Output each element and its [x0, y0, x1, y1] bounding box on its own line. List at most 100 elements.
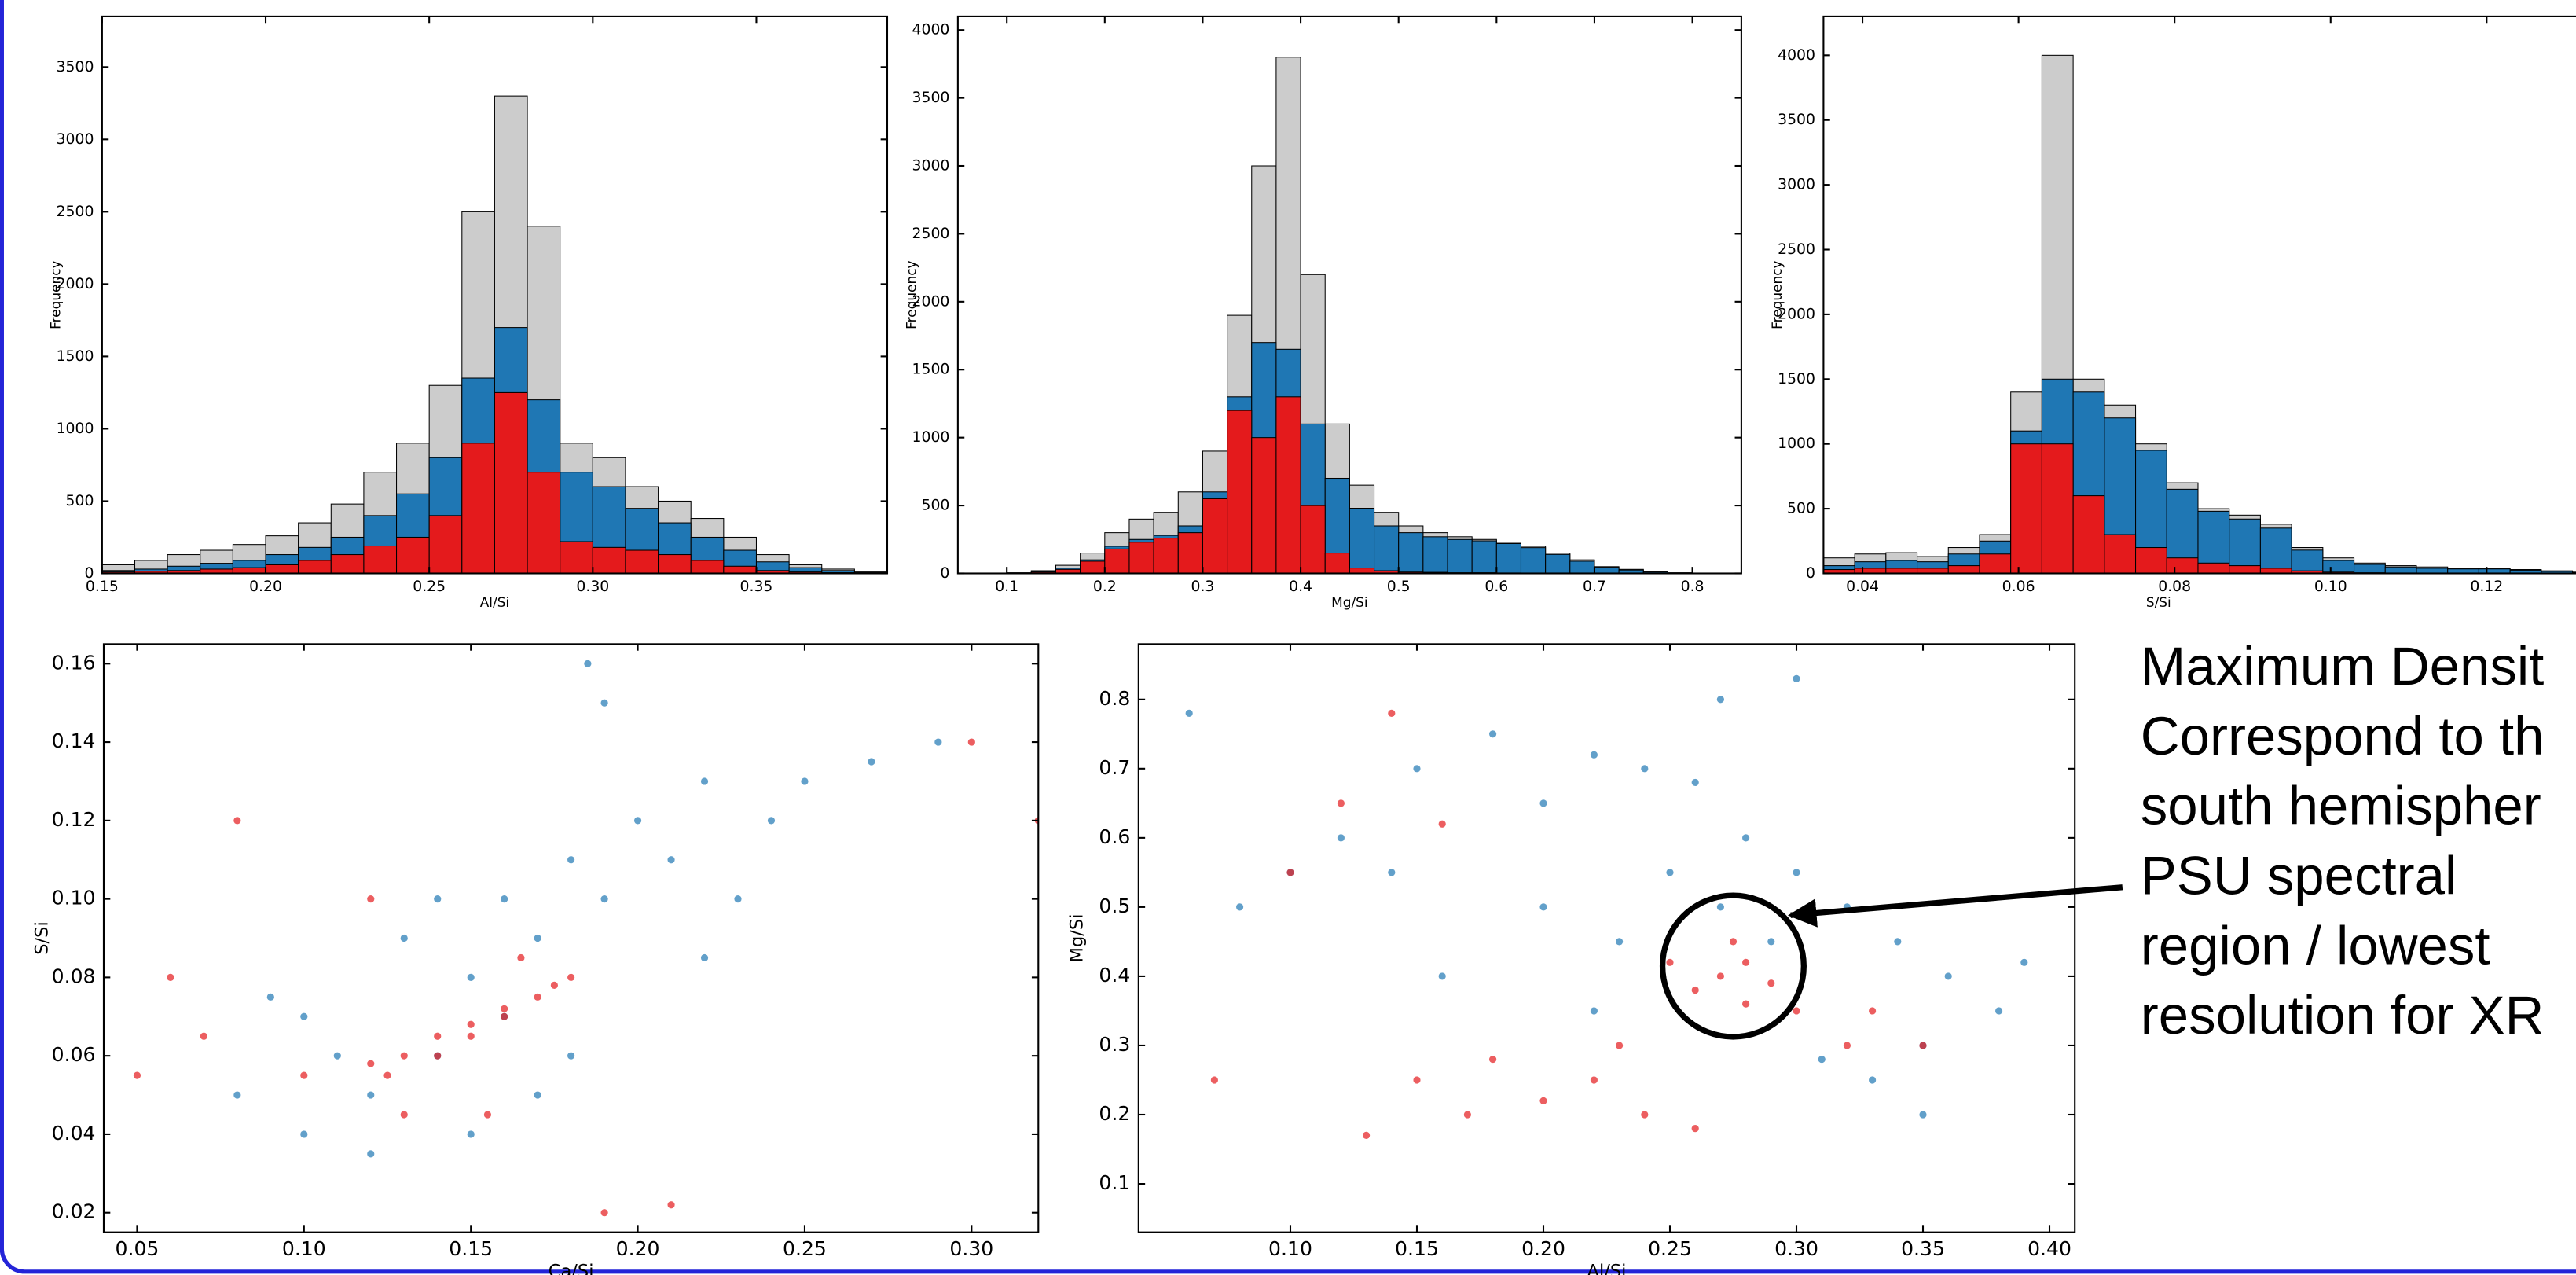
scatter-point [233, 817, 241, 825]
scatter-point [2020, 958, 2028, 966]
y-tick-label: 0.7 [1099, 756, 1130, 779]
annotation-text: region / lowest [2141, 915, 2490, 976]
scatter-point [1362, 1131, 1371, 1140]
plot-frame [102, 643, 1040, 1233]
plot-area [1185, 674, 2028, 1140]
scatter-point [1590, 1076, 1598, 1084]
scatter-point [400, 1111, 408, 1119]
x-axis-label: S/Si [2146, 594, 2171, 610]
x-tick-label: 0.06 [2002, 579, 2035, 595]
y-tick-label: 2500 [912, 226, 950, 242]
scatter-point [400, 934, 408, 942]
scatter-point [1337, 799, 1345, 807]
scatter-point [467, 973, 475, 981]
histogram-bar [1104, 548, 1130, 574]
histogram-bar [1374, 525, 1400, 574]
y-tick-label: 0.16 [52, 651, 96, 674]
plot-frame [1822, 15, 2576, 575]
y-tick-label: 3500 [912, 90, 950, 106]
histogram-bar [1594, 567, 1620, 574]
scatter-point [400, 1052, 408, 1060]
scatter-point [1894, 938, 1902, 946]
scatter-point [1995, 1007, 2003, 1015]
y-tick-label: 0.6 [1099, 825, 1130, 848]
scatter-point [501, 1005, 508, 1012]
annotation-arrow [1787, 884, 2123, 928]
x-tick-label: 0.04 [1846, 579, 1879, 595]
y-tick-label: 1500 [1778, 371, 1815, 388]
x-tick-label: 0.2 [1093, 579, 1117, 595]
chart-panel: 0.04 0.06 0.08 0.10 0.12 0 500 1000 1500 2000 2500… [1769, 15, 2576, 610]
scatter-point [1818, 1055, 1826, 1064]
scatter-point [700, 953, 709, 962]
y-axis-label: Mg/Si [1067, 914, 1088, 963]
scatter-point [1742, 958, 1750, 966]
x-tick-label: 0.35 [1901, 1237, 1945, 1260]
scatter-point [1742, 834, 1750, 842]
scatter-point [1767, 979, 1775, 987]
x-tick-label: 0.05 [116, 1237, 160, 1260]
x-tick-label: 0.20 [249, 579, 282, 595]
histogram-bar [1153, 538, 1179, 574]
scatter-point [767, 817, 776, 825]
scatter-point [1641, 1111, 1649, 1119]
y-tick-label: 2500 [1778, 241, 1815, 258]
scatter-point [467, 1130, 475, 1138]
scatter-point [534, 993, 541, 1001]
scatter-point [1793, 674, 1800, 682]
scatter-point [1869, 1076, 1877, 1084]
scatter-point [1729, 938, 1738, 946]
y-tick-label: 0.02 [52, 1200, 96, 1223]
y-tick-label: 0.1 [1099, 1171, 1130, 1194]
scatter-point [1691, 986, 1699, 994]
y-tick-label: 0.8 [1099, 687, 1130, 710]
histogram-bar [2041, 443, 2074, 574]
y-axis-label: Frequency [904, 260, 919, 329]
y-tick-label: 0.04 [52, 1122, 96, 1145]
y-tick-label: 0 [84, 565, 94, 582]
histogram-bar [2135, 547, 2167, 574]
histogram-bar [2384, 566, 2417, 574]
scatter-point [517, 953, 525, 962]
y-tick-label: 1000 [1778, 435, 1815, 452]
x-tick-label: 0.15 [449, 1237, 493, 1260]
x-tick-label: 0.25 [1648, 1237, 1692, 1260]
x-tick-label: 0.25 [783, 1237, 827, 1260]
y-tick-label: 3000 [912, 158, 950, 175]
x-tick-label: 0.08 [2158, 579, 2191, 595]
histogram-bar [1569, 560, 1595, 574]
y-tick-label: 0.06 [52, 1043, 96, 1066]
y-tick-label: 4000 [912, 22, 950, 39]
x-tick-label: 0.6 [1484, 579, 1508, 595]
x-tick-label: 0.10 [2314, 579, 2347, 595]
scatter-point [584, 660, 592, 667]
x-tick-label: 0.30 [1774, 1237, 1818, 1260]
histogram-bar [298, 560, 332, 574]
y-axis-label: Frequency [1769, 260, 1785, 329]
scatter-point [1438, 972, 1446, 980]
chart-panel: 0.1 0.2 0.3 0.4 0.5 0.6 0.7 0.8 0 500 1000 1500 2000… [904, 15, 1742, 610]
scatter-point [567, 1052, 575, 1060]
y-tick-label: 2000 [1778, 306, 1815, 322]
scatter-point [467, 1020, 475, 1028]
y-tick-label: 500 [922, 498, 950, 514]
scatter-point [600, 699, 608, 707]
scatter-point [1286, 869, 1294, 876]
y-tick-label: 0.08 [52, 965, 96, 987]
scatter-point [434, 1052, 442, 1060]
scatter-point [567, 856, 575, 864]
annotation-text: Maximum Densit [2141, 636, 2545, 696]
scatter-point [801, 777, 809, 785]
scatter-point [1919, 1111, 1927, 1119]
histogram-bar [2072, 495, 2105, 574]
histogram-bar [592, 546, 626, 574]
histogram-bar [2197, 562, 2230, 574]
scatter-point [1539, 1097, 1547, 1104]
scatter-point [300, 1130, 308, 1138]
histogram-bar [2291, 549, 2324, 574]
histogram-bar [527, 472, 561, 574]
histogram-bar [1275, 396, 1301, 574]
scatter-point [1691, 778, 1699, 787]
